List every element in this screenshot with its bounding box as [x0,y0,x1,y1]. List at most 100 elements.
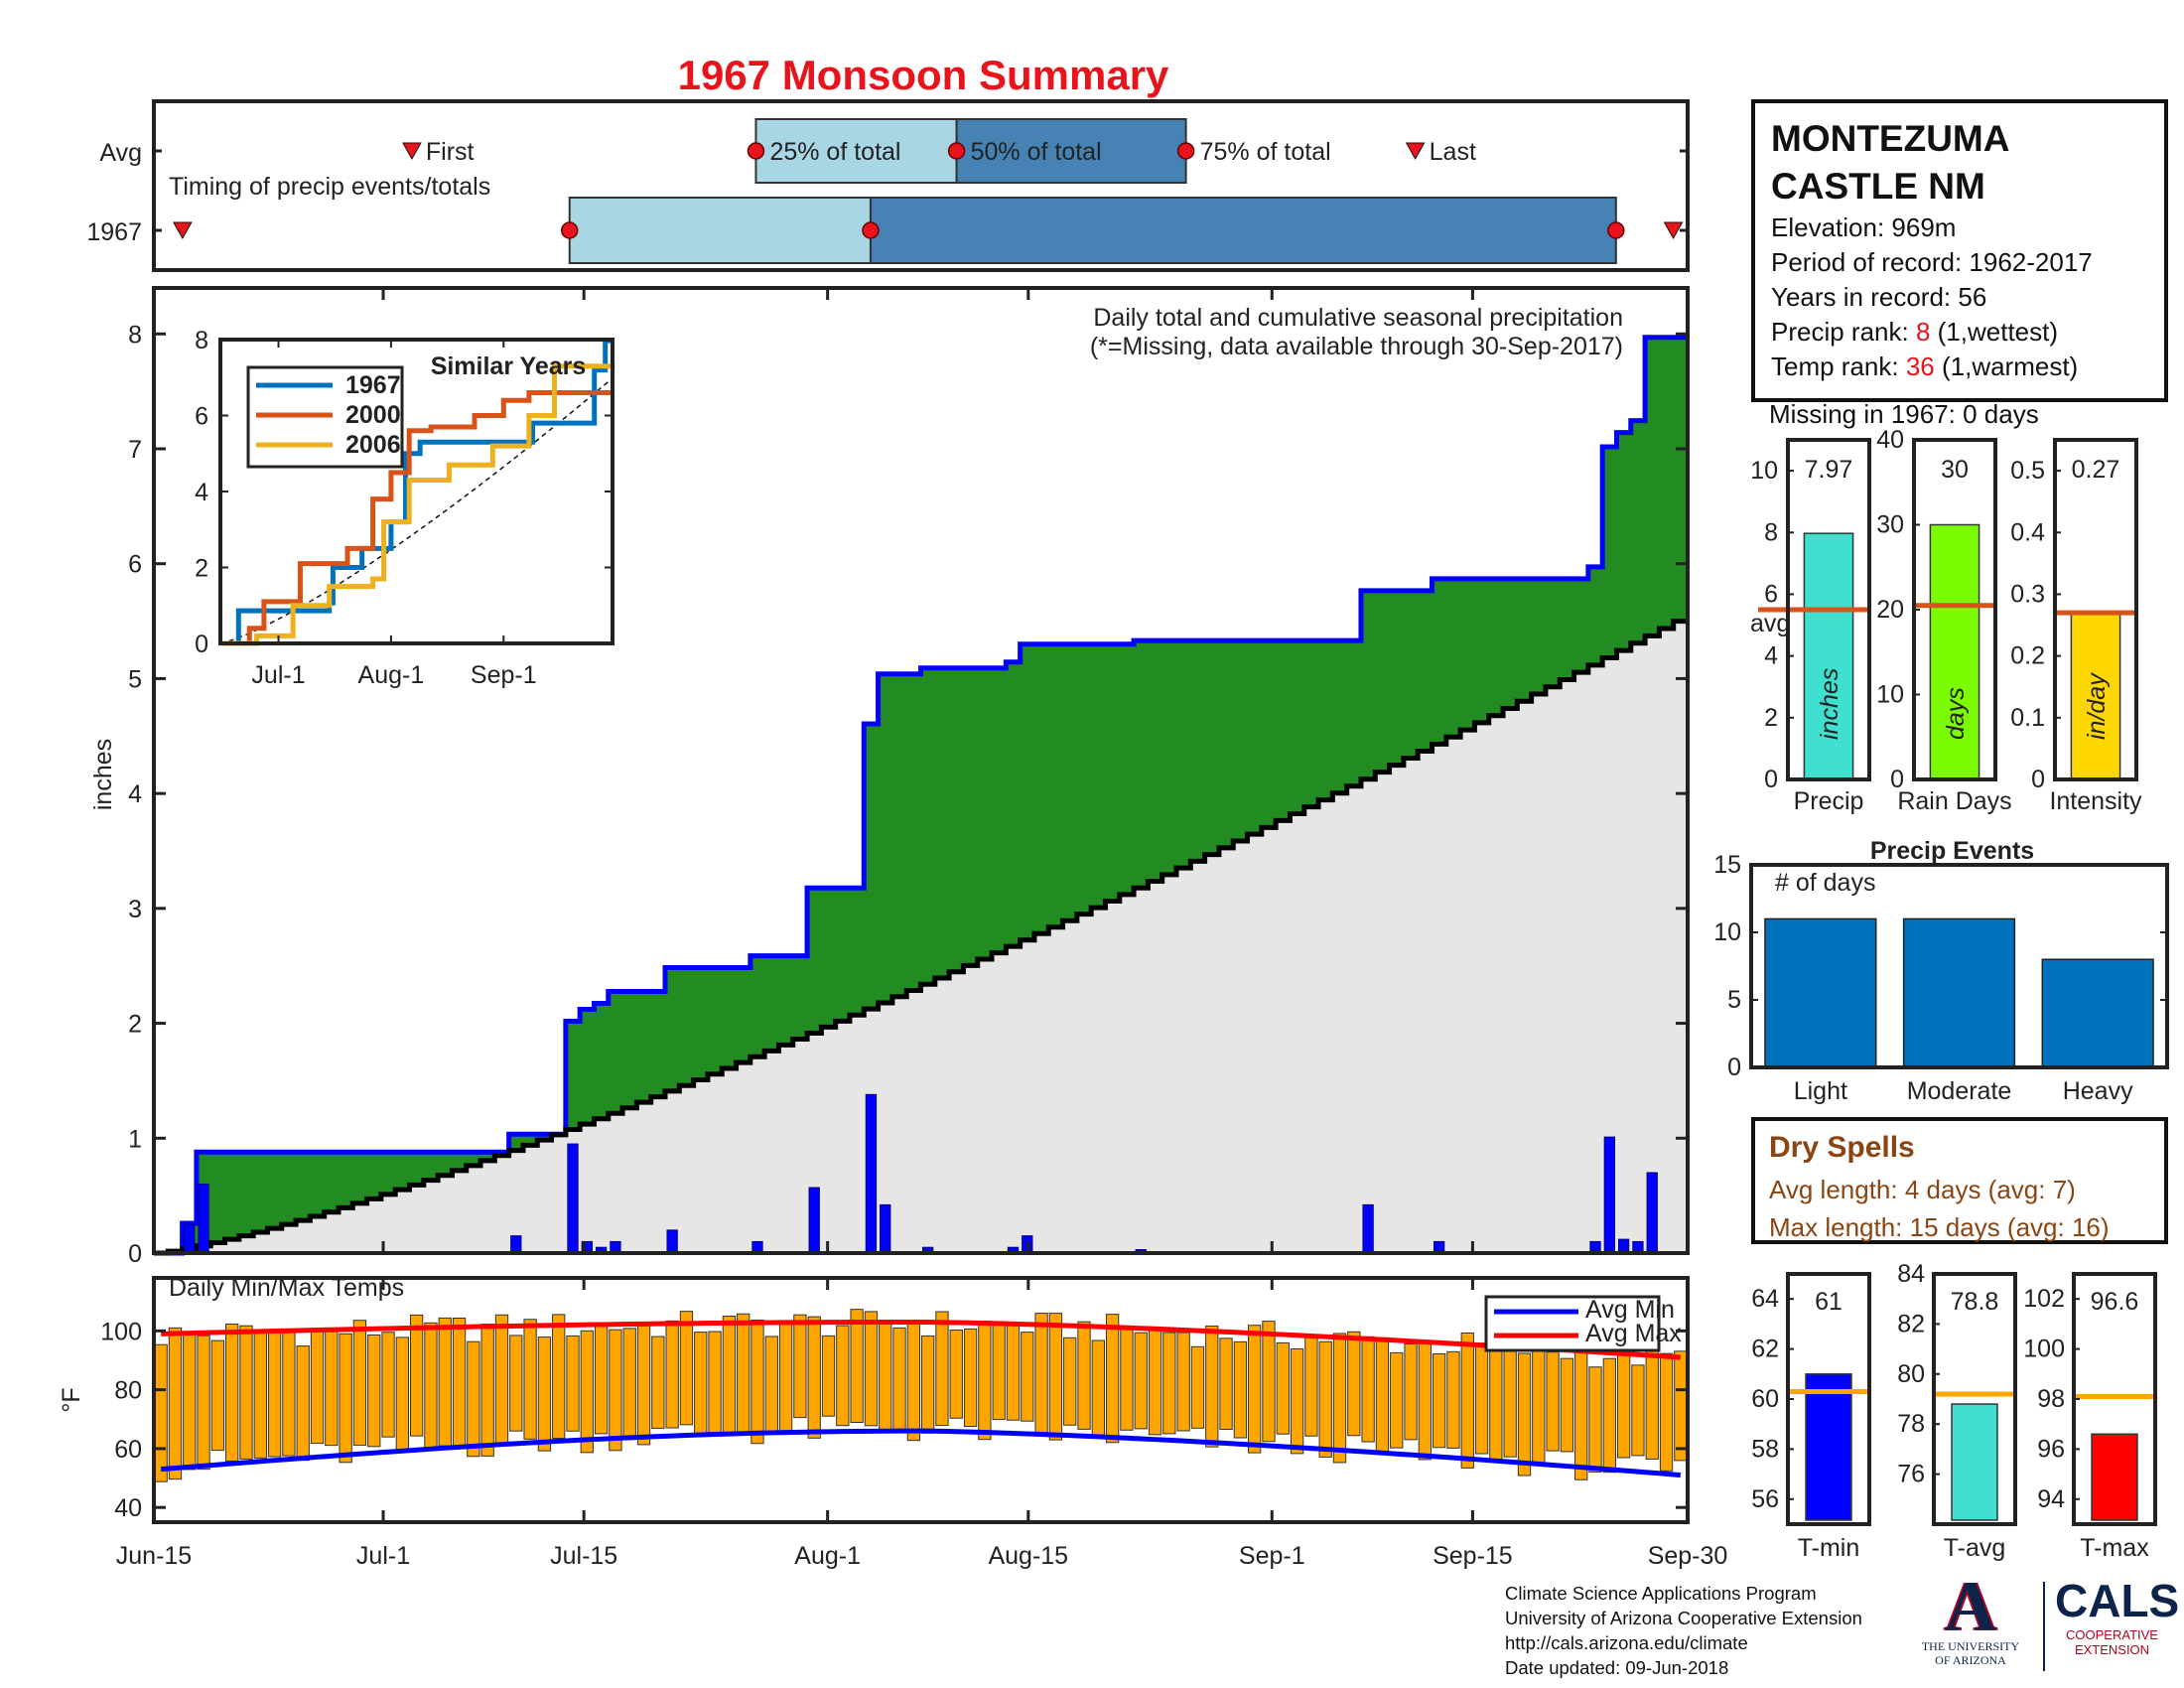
temp-bar-87 [1390,1351,1404,1449]
temp-bar-71 [1162,1332,1176,1435]
temp-bar-62 [1034,1313,1048,1434]
temp-bar-49 [850,1309,864,1423]
tsum-xlabel-0: T-min [1798,1534,1860,1562]
temp-bar-26 [523,1319,537,1440]
main-ytick-label-1: 1 [128,1125,142,1153]
temp-bar-2 [183,1332,197,1471]
temp-bar-65 [1077,1321,1091,1430]
inset-series-2000 [220,390,613,646]
temp-rank-value: 36 [1905,352,1935,381]
events-xlabel-Heavy: Heavy [2063,1077,2133,1105]
season-ytick-label-2-0.4: 0.4 [2010,518,2045,546]
temp-bar-15 [367,1334,381,1448]
temp-bar-95 [1503,1337,1517,1458]
temp-ytick-label-60: 60 [114,1436,142,1464]
xtick-label-4: Aug-15 [988,1542,1068,1570]
season-axes-2 [2053,438,2138,781]
tsum-ytick-label-2-94: 94 [2037,1485,2065,1513]
temp-rank: Temp rank: 36 (1,warmest) [1771,350,2148,384]
temp-bar-98 [1546,1351,1560,1452]
temp-bar-29 [566,1335,580,1432]
temp-bar-12 [325,1327,339,1447]
temp-bar-20 [438,1317,452,1447]
temp-bar-105 [1645,1344,1659,1460]
temp-bar-99 [1560,1357,1574,1453]
temp-plot-bg [154,1278,1688,1522]
station-name-line1: MONTEZUMA [1771,118,2010,159]
temp-bar-85 [1361,1336,1375,1443]
season-ytick-label-0-10: 10 [1750,457,1778,485]
timing-row-avg-label: Avg [99,139,142,167]
ua-logo: A THE UNIVERSITY OF ARIZONA [1916,1567,2025,1667]
ua-a-mark-icon: A [1945,1567,1996,1646]
temp-bar-43 [764,1336,778,1432]
season-value-label-1: 30 [1941,456,1969,484]
years-in-record: Years in record: 56 [1771,282,1987,312]
timing-year-first-marker [173,221,193,240]
main-avg-cumulative-area [154,621,1688,1253]
timing-avg-p25-marker [747,142,765,160]
cals-logo-sub-1: COOPERATIVE [2066,1627,2158,1642]
main-cumulative-1967-line [154,335,1688,1256]
timing-avg-p50-marker [947,142,966,160]
temp-bar-59 [992,1322,1006,1421]
temp-bar-25 [509,1335,523,1432]
timing-label-last: Last [1430,138,1476,166]
events-xlabel-Moderate: Moderate [1907,1077,2012,1105]
tsum-ytick-label-1-76: 76 [1897,1461,1925,1488]
temp-bar-34 [636,1323,651,1446]
temp-bar-100 [1574,1349,1588,1480]
tsum-xlabel-1: T-avg [1944,1534,2006,1562]
daily-precip-bar-Jul-21 [666,1229,678,1254]
cals-logo-sub-2: EXTENSION [2074,1642,2150,1657]
main-ylabel: inches [89,739,117,810]
season-ytick-label-0-8: 8 [1764,518,1778,546]
temp-bar-67 [1105,1314,1120,1444]
season-ytick-label-2-0.1: 0.1 [2010,704,2045,732]
inset-xtick-label-2: Sep-1 [471,661,537,689]
temp-bar-103 [1616,1343,1631,1459]
dry-spells-avg-length: Avg length: 4 days (avg: 7) [1769,1175,2076,1204]
temp-bar-4 [210,1339,225,1452]
xtick-label-3: Aug-1 [794,1542,861,1570]
temp-bar-44 [778,1323,793,1432]
temp-bar-38 [694,1332,708,1436]
season-ytick-label-2-0.3: 0.3 [2010,580,2045,608]
temp-bar-107 [1674,1350,1688,1462]
temp-bar-75 [1219,1337,1233,1431]
temp-bar-57 [963,1328,978,1428]
temp-bar-94 [1489,1341,1503,1463]
timing-year-last-marker [1663,221,1684,240]
season-xlabel-0: Precip [1794,787,1864,815]
temp-bar-68 [1120,1328,1134,1431]
temp-axes [152,1276,1690,1524]
season-xlabel-2: Intensity [2049,787,2142,815]
season-xlabel-1: Rain Days [1897,787,2011,815]
xtick-label-5: Sep-1 [1239,1542,1305,1570]
events-xlabel-Light: Light [1794,1077,1847,1105]
temp-bar-36 [665,1320,679,1429]
university-logo: A THE UNIVERSITY OF ARIZONA CALS COOPERA… [1916,1567,2179,1678]
cals-logo: CALS COOPERATIVE EXTENSION [2055,1574,2179,1657]
tsum-value-label-0: 61 [1815,1288,1843,1316]
tsum-value-label-2: 96.6 [2091,1288,2139,1316]
tsum-ytick-label-2-100: 100 [2023,1336,2065,1363]
main-ytick-label-0: 0 [128,1240,142,1268]
temp-bar-54 [921,1336,935,1434]
temp-bar-21 [452,1318,467,1447]
temp-bar-11 [310,1328,325,1445]
temp-bar-102 [1602,1357,1616,1474]
temp-bar-77 [1248,1325,1262,1454]
season-unit-1: days [1942,687,1970,740]
timing-label-p75: 75% of total [1200,138,1331,166]
inset-xtick-label-1: Aug-1 [358,661,425,689]
daily-precip-bar-Jul-10 [510,1235,522,1254]
temp-rank-suffix: (1,warmest) [1934,352,2079,381]
temp-bar-39 [708,1331,722,1436]
temp-avg-max-line [161,1319,1682,1360]
events-ytick-label-15: 15 [1713,851,1741,879]
tsum-ytick-label-1-84: 84 [1897,1260,1925,1288]
temp-legend-label-min: Avg Min [1585,1296,1675,1324]
temp-bar-0 [154,1343,168,1482]
